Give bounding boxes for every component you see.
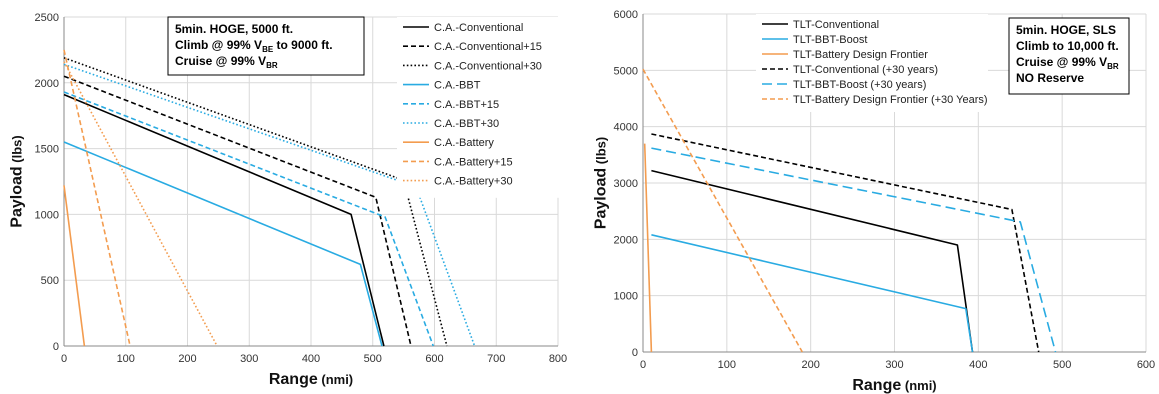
- y-axis-label: Payload: [593, 168, 610, 229]
- legend: TLT-Conventional TLT-BBT-Boost TLT-Battery…: [756, 14, 988, 112]
- annotation-box: [167, 16, 365, 76]
- y-axis-unit: (lbs): [10, 135, 25, 166]
- annotation-text: Cruise @ 99% V: [1016, 55, 1107, 69]
- legend-label: TLT-Conventional: [793, 19, 879, 31]
- annotation-line: Cruise @ 99% VBR: [1016, 55, 1119, 71]
- legend-box: [756, 14, 988, 112]
- legend-label: C.A.-BBT+15: [434, 99, 499, 111]
- x-axis-title: Range (nmi): [852, 377, 936, 394]
- x-axis-unit: (nmi): [318, 372, 353, 387]
- legend-label: C.A.-Conventional: [434, 22, 523, 34]
- x-tick-label: 500: [1053, 359, 1071, 371]
- annotation-text: NO Reserve: [1016, 71, 1084, 85]
- y-tick-label: 1500: [35, 144, 59, 156]
- annotation-text: 5min. HOGE, 5000 ft.: [175, 22, 293, 36]
- series-line-tlt-battery-design-frontier-30-years: [642, 68, 803, 353]
- y-tick-label: 6000: [614, 9, 638, 21]
- series-line-c-a-battery: [63, 185, 86, 347]
- x-tick-label: 600: [1137, 359, 1155, 371]
- legend-label: C.A.-Battery+30: [434, 176, 513, 188]
- legend-label: TLT-BBT-Boost: [793, 34, 867, 46]
- x-tick-label: 700: [487, 353, 505, 365]
- annotation-subscript: BR: [1107, 62, 1119, 71]
- x-tick-label: 800: [549, 353, 567, 365]
- annotation-line: NO Reserve: [1016, 71, 1084, 85]
- y-axis-title: Payload (lbs): [593, 137, 610, 229]
- legend-label: C.A.-BBT: [434, 80, 481, 92]
- legend: C.A.-Conventional C.A.-Conventional+15 C.A…: [397, 17, 561, 198]
- annotation-line: Climb @ 99% VBE to 9000 ft.: [175, 38, 333, 54]
- annotation-text: Climb to 10,000 ft.: [1016, 39, 1119, 53]
- y-tick-label: 2000: [614, 234, 638, 246]
- legend-label: TLT-Battery Design Frontier (+30 Years): [793, 94, 988, 106]
- y-tick-label: 1000: [35, 209, 59, 221]
- legend-label: C.A.-BBT+30: [434, 118, 499, 130]
- annotation-line: Climb to 10,000 ft.: [1016, 39, 1119, 53]
- annotation: 5min. HOGE, SLS Climb to 10,000 ft. Cruise…: [1008, 17, 1130, 95]
- x-tick-label: 600: [425, 353, 443, 365]
- x-tick-label: 0: [61, 353, 67, 365]
- legend-label: C.A.-Battery: [434, 137, 494, 149]
- y-tick-label: 1000: [614, 291, 638, 303]
- series-line-tlt-bbt-boost: [651, 234, 974, 353]
- annotation-subscript: BR: [266, 61, 278, 70]
- x-tick-label: 100: [718, 359, 736, 371]
- payload-range-chart-left: 0 100 200 300 400 500 600 700 800 0 500 1000 1500 200…: [9, 12, 568, 388]
- payload-range-chart-right: 0 100 200 300 400 500 600010002000300040005000…: [593, 9, 1156, 394]
- x-tick-label: 500: [364, 353, 382, 365]
- y-tick-label: 0: [632, 347, 638, 359]
- series-line-c-a-conventional: [63, 93, 385, 347]
- x-tick-label: 100: [117, 353, 135, 365]
- y-axis-unit: (lbs): [594, 137, 609, 168]
- series-line-c-a-bbt: [63, 141, 383, 347]
- legend-label: TLT-Battery Design Frontier: [793, 49, 928, 61]
- y-axis-title: Payload (lbs): [9, 135, 26, 227]
- x-tick-label: 300: [885, 359, 903, 371]
- annotation-line: 5min. HOGE, 5000 ft.: [175, 22, 293, 36]
- x-tick-label: 400: [302, 353, 320, 365]
- x-tick-label: 300: [240, 353, 258, 365]
- x-axis-unit: (nmi): [901, 378, 936, 393]
- x-tick-label: 200: [178, 353, 196, 365]
- x-axis-title: Range (nmi): [269, 371, 353, 388]
- x-tick-label: 400: [969, 359, 987, 371]
- y-tick-label: 5000: [614, 65, 638, 77]
- legend-label: TLT-BBT-Boost (+30 years): [793, 79, 926, 91]
- legend-label: C.A.-Battery+15: [434, 156, 513, 168]
- annotation-line: 5min. HOGE, SLS: [1016, 23, 1116, 37]
- legend-label: C.A.-Conventional+15: [434, 41, 542, 53]
- y-axis-label: Payload: [9, 166, 26, 227]
- annotation-box: [1008, 17, 1130, 95]
- y-tick-label: 2500: [35, 12, 59, 24]
- annotation-subscript: BE: [262, 45, 274, 54]
- series-line-tlt-bbt-boost-30-years: [651, 147, 1057, 353]
- annotation-line: Cruise @ 99% VBR: [175, 54, 278, 70]
- y-tick-label: 3000: [614, 178, 638, 190]
- legend-box: [397, 17, 561, 198]
- y-tick-label: 4000: [614, 122, 638, 134]
- annotation-text: Cruise @ 99% V: [175, 54, 266, 68]
- series-line-c-a-conventional-30: [63, 57, 448, 347]
- legend-label: TLT-Conventional (+30 years): [793, 64, 938, 76]
- annotation-text: to 9000 ft.: [273, 38, 332, 52]
- y-tick-label: 0: [53, 341, 59, 353]
- series-line-c-a-conventional-15: [63, 75, 412, 347]
- x-tick-label: 0: [640, 359, 646, 371]
- y-tick-label: 500: [41, 275, 59, 287]
- y-tick-label: 2000: [35, 78, 59, 90]
- series-line-tlt-conventional-30-years: [651, 133, 1040, 353]
- legend-label: C.A.-Conventional+30: [434, 60, 542, 72]
- series-line-c-a-battery-15: [63, 49, 131, 347]
- x-axis-label: Range: [269, 371, 318, 388]
- annotation: 5min. HOGE, 5000 ft. Climb @ 99% VBE to 9…: [167, 16, 365, 76]
- annotation-text: 5min. HOGE, SLS: [1016, 23, 1116, 37]
- annotation-text: Climb @ 99% V: [175, 38, 262, 52]
- series-line-c-a-bbt-15: [63, 91, 435, 347]
- series-line-c-a-battery-30: [63, 61, 218, 347]
- x-tick-label: 200: [801, 359, 819, 371]
- series-line-tlt-battery-design-frontier: [643, 143, 653, 353]
- x-axis-label: Range: [852, 377, 901, 394]
- series-group: [642, 68, 1057, 353]
